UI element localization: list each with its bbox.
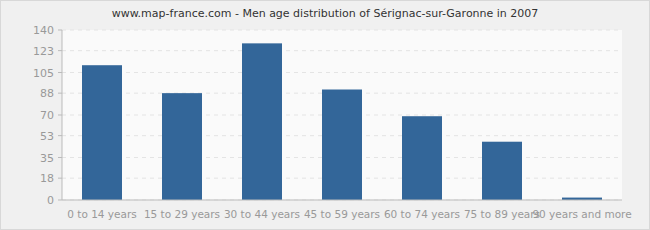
y-tick-label: 70 — [40, 109, 54, 122]
bar — [322, 90, 362, 201]
x-tick-label: 60 to 74 years — [384, 208, 460, 220]
grid-line — [62, 72, 622, 73]
background — [1, 1, 650, 230]
bar — [482, 142, 522, 200]
tick-mark — [58, 30, 62, 31]
x-tick-label: 45 to 59 years — [304, 208, 380, 220]
x-tick-label: 75 to 89 years — [464, 208, 540, 220]
bars — [82, 43, 602, 200]
y-tick-label: 88 — [40, 87, 54, 100]
tick-mark — [58, 135, 62, 136]
y-tick-label: 140 — [33, 24, 54, 37]
tick-mark — [58, 178, 62, 179]
y-tick-label: 123 — [33, 45, 54, 58]
x-tick-label: 0 to 14 years — [67, 208, 137, 220]
y-tick-label: 105 — [33, 67, 54, 80]
tick-mark — [58, 200, 62, 201]
chart: www.map-france.com - Men age distributio… — [0, 0, 650, 230]
bar — [242, 43, 282, 200]
x-tick-label: 15 to 29 years — [144, 208, 220, 220]
tick-mark — [58, 157, 62, 158]
y-tick-label: 18 — [40, 172, 54, 185]
x-axis — [62, 200, 622, 201]
tick-mark — [58, 93, 62, 94]
grid-line — [62, 50, 622, 51]
tick-mark — [58, 72, 62, 73]
bar — [402, 116, 442, 200]
plot-area — [62, 30, 622, 200]
x-tick-label: 30 to 44 years — [224, 208, 300, 220]
y-tick-label: 53 — [40, 130, 54, 143]
bar — [82, 65, 122, 200]
title: www.map-france.com - Men age distributio… — [112, 7, 539, 20]
x-tick-label: 90 years and more — [532, 208, 631, 220]
chart-container: www.map-france.com - Men age distributio… — [0, 0, 650, 230]
y-tick-label: 35 — [40, 152, 54, 165]
y-axis — [62, 30, 63, 200]
bar — [162, 93, 202, 200]
y-tick-label: 0 — [47, 194, 54, 207]
tick-mark — [58, 50, 62, 51]
grid-line — [62, 200, 622, 201]
grid-line — [62, 30, 622, 31]
tick-mark — [58, 115, 62, 116]
